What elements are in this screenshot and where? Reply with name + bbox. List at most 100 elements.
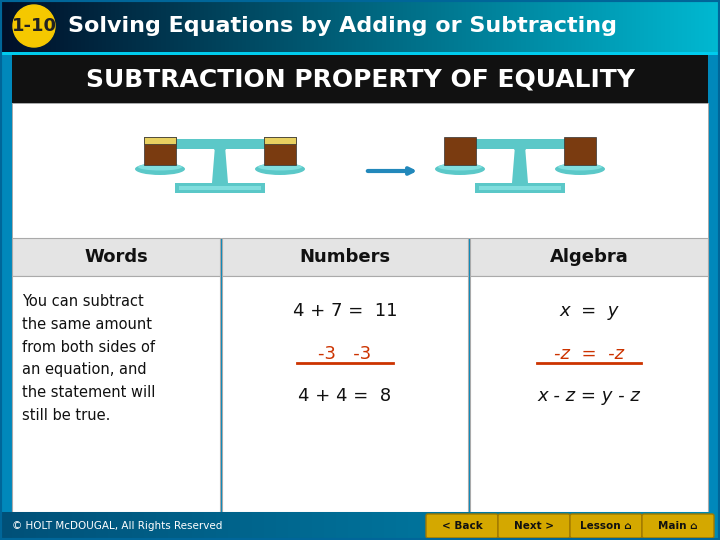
Bar: [396, 0, 397, 52]
Bar: [548, 512, 549, 540]
Bar: [601, 0, 602, 52]
Bar: [89, 0, 90, 52]
Bar: [503, 0, 504, 52]
Bar: [251, 512, 252, 540]
Bar: [291, 512, 292, 540]
Bar: [592, 0, 593, 52]
Bar: [284, 512, 285, 540]
Bar: [506, 512, 507, 540]
Bar: [714, 512, 715, 540]
Bar: [552, 0, 553, 52]
Bar: [67, 0, 68, 52]
Bar: [688, 512, 689, 540]
Bar: [240, 0, 241, 52]
Bar: [551, 512, 552, 540]
Bar: [680, 0, 681, 52]
Bar: [41, 0, 42, 52]
Bar: [26, 512, 27, 540]
Bar: [372, 512, 373, 540]
Bar: [28, 0, 29, 52]
Bar: [342, 0, 343, 52]
Bar: [94, 512, 95, 540]
Bar: [52, 0, 53, 52]
Text: 4 + 7 =  11: 4 + 7 = 11: [293, 302, 397, 320]
Bar: [693, 512, 694, 540]
Bar: [12, 103, 708, 238]
Bar: [175, 512, 176, 540]
Bar: [388, 512, 389, 540]
Text: Algebra: Algebra: [549, 248, 629, 266]
Bar: [588, 0, 589, 52]
Bar: [157, 512, 158, 540]
Bar: [401, 0, 402, 52]
Bar: [434, 0, 435, 52]
Bar: [79, 0, 80, 52]
Bar: [51, 0, 52, 52]
Bar: [249, 0, 250, 52]
Bar: [325, 512, 326, 540]
Bar: [120, 0, 121, 52]
Bar: [33, 0, 34, 52]
Bar: [542, 512, 543, 540]
Bar: [238, 512, 239, 540]
Bar: [166, 0, 167, 52]
Bar: [574, 512, 575, 540]
Bar: [144, 137, 176, 144]
Bar: [385, 0, 386, 52]
Bar: [186, 512, 187, 540]
Bar: [167, 512, 168, 540]
Bar: [606, 512, 607, 540]
Bar: [614, 0, 615, 52]
Bar: [208, 512, 209, 540]
Bar: [222, 512, 223, 540]
Bar: [528, 0, 529, 52]
Bar: [86, 512, 87, 540]
Polygon shape: [512, 146, 528, 183]
Bar: [122, 512, 123, 540]
Bar: [266, 0, 267, 52]
Bar: [358, 512, 359, 540]
Bar: [653, 512, 654, 540]
Bar: [66, 512, 67, 540]
Bar: [485, 0, 486, 52]
Bar: [362, 0, 363, 52]
Bar: [155, 139, 285, 149]
Bar: [158, 0, 159, 52]
Bar: [631, 0, 632, 52]
Bar: [701, 0, 702, 52]
Bar: [212, 512, 213, 540]
Bar: [283, 0, 284, 52]
Bar: [525, 0, 526, 52]
Bar: [464, 0, 465, 52]
Bar: [381, 0, 382, 52]
Bar: [31, 512, 32, 540]
Bar: [612, 512, 613, 540]
FancyBboxPatch shape: [642, 514, 714, 538]
Bar: [338, 0, 339, 52]
Bar: [601, 512, 602, 540]
Bar: [135, 512, 136, 540]
Bar: [170, 0, 171, 52]
Bar: [373, 0, 374, 52]
Bar: [651, 512, 652, 540]
Bar: [201, 512, 202, 540]
Bar: [215, 512, 216, 540]
Bar: [625, 512, 626, 540]
Bar: [141, 512, 142, 540]
Ellipse shape: [213, 140, 227, 152]
Bar: [97, 512, 98, 540]
Bar: [476, 512, 477, 540]
Bar: [378, 512, 379, 540]
Bar: [133, 0, 134, 52]
Bar: [91, 0, 92, 52]
Bar: [653, 0, 654, 52]
Bar: [566, 0, 567, 52]
Bar: [512, 512, 513, 540]
Bar: [279, 0, 280, 52]
Bar: [375, 512, 376, 540]
Bar: [508, 512, 509, 540]
Bar: [426, 512, 427, 540]
Bar: [324, 0, 325, 52]
Bar: [376, 0, 377, 52]
Bar: [675, 0, 676, 52]
